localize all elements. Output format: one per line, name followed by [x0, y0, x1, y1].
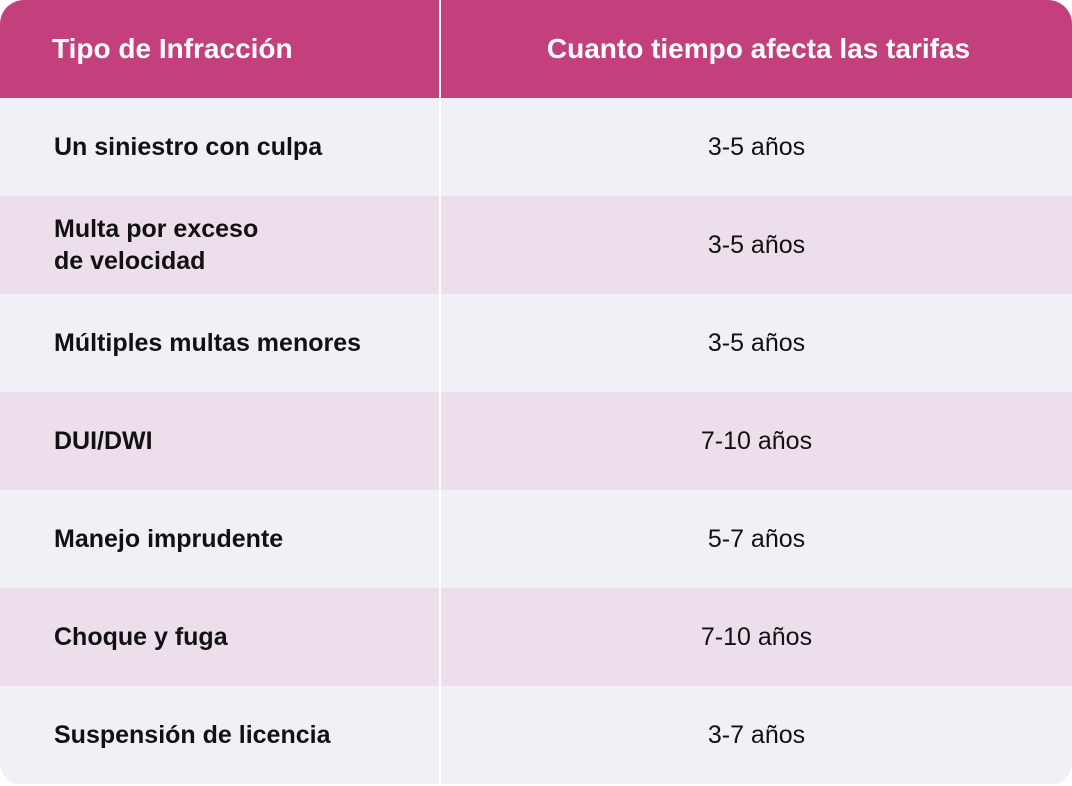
- table-row: Manejo imprudente 5-7 años: [0, 490, 1072, 588]
- infraction-cell: Choque y fuga: [0, 588, 441, 686]
- duration-cell: 3-5 años: [707, 328, 806, 357]
- table-row: Un siniestro con culpa 3-5 años: [0, 98, 1072, 196]
- duration-cell: 3-5 años: [707, 132, 806, 161]
- duration-cell: 3-7 años: [707, 720, 806, 749]
- table-row: Múltiples multas menores 3-5 años: [0, 294, 1072, 392]
- duration-cell: 7-10 años: [700, 426, 813, 455]
- table-row: DUI/DWI 7-10 años: [0, 392, 1072, 490]
- infraction-cell: Un siniestro con culpa: [0, 98, 441, 196]
- table-row: Choque y fuga 7-10 años: [0, 588, 1072, 686]
- infraction-cell: Manejo imprudente: [0, 490, 441, 588]
- table-header-row: Tipo de Infracción Cuanto tiempo afecta …: [0, 0, 1072, 98]
- duration-cell: 7-10 años: [700, 622, 813, 651]
- duration-cell: 3-5 años: [707, 230, 806, 259]
- table-row: Suspensión de licencia 3-7 años: [0, 686, 1072, 784]
- duration-cell: 5-7 años: [707, 524, 806, 553]
- table-row: Multa por exceso de velocidad 3-5 años: [0, 196, 1072, 294]
- infraction-cell: Suspensión de licencia: [0, 686, 441, 784]
- header-infraction-type: Tipo de Infracción: [0, 0, 441, 98]
- infraction-cell: Multa por exceso de velocidad: [0, 196, 441, 294]
- header-rate-duration: Cuanto tiempo afecta las tarifas: [546, 33, 971, 64]
- infraction-cell: Múltiples multas menores: [0, 294, 441, 392]
- infraction-cell: DUI/DWI: [0, 392, 441, 490]
